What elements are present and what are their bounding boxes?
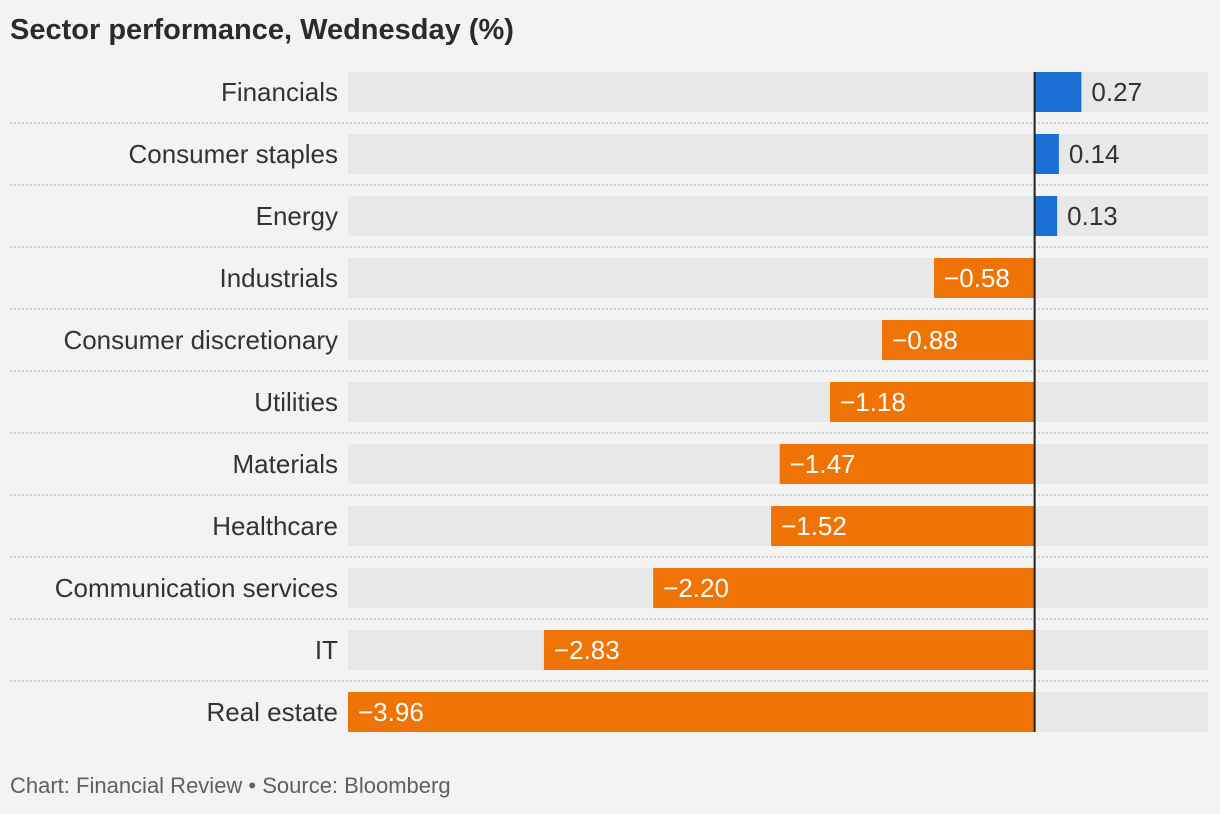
category-label-energy: Energy xyxy=(256,201,338,231)
value-label-consumer-discretionary: −0.88 xyxy=(892,325,958,355)
bar-it xyxy=(543,630,1035,670)
bars xyxy=(348,72,1082,732)
value-label-healthcare: −1.52 xyxy=(781,511,847,541)
value-label-materials: −1.47 xyxy=(790,449,856,479)
bar-industrials xyxy=(934,258,1035,298)
category-labels: Financials Consumer staples Energy Industri… xyxy=(55,77,338,727)
track-materials xyxy=(348,444,1208,484)
bar-communication-services xyxy=(653,568,1035,608)
category-label-it: IT xyxy=(315,635,338,665)
track-consumer-staples xyxy=(348,134,1208,174)
chart-footer: Chart: Financial Review • Source: Bloomb… xyxy=(10,773,451,798)
bar-financials xyxy=(1034,72,1082,112)
category-label-financials: Financials xyxy=(221,77,338,107)
value-label-real-estate: −3.96 xyxy=(358,697,424,727)
value-labels: 0.27 0.14 0.13 −0.58 −0.88 −1.18 −1.47 −1.52 −2.… xyxy=(358,77,1142,727)
category-label-utilities: Utilities xyxy=(254,387,338,417)
bar-real-estate xyxy=(348,692,1035,732)
category-label-consumer-staples: Consumer staples xyxy=(128,139,338,169)
bar-materials xyxy=(779,444,1035,484)
category-label-industrials: Industrials xyxy=(220,263,339,293)
bar-healthcare xyxy=(771,506,1035,546)
track-energy xyxy=(348,196,1208,236)
category-label-materials: Materials xyxy=(233,449,338,479)
value-label-financials: 0.27 xyxy=(1091,77,1142,107)
track-consumer-discretionary xyxy=(348,320,1208,360)
value-label-consumer-staples: 0.14 xyxy=(1069,139,1120,169)
category-label-communication-services: Communication services xyxy=(55,573,338,603)
track-utilities xyxy=(348,382,1208,422)
value-label-communication-services: −2.20 xyxy=(663,573,729,603)
bar-consumer-staples xyxy=(1034,134,1059,174)
category-label-consumer-discretionary: Consumer discretionary xyxy=(63,325,338,355)
bar-consumer-discretionary xyxy=(882,320,1035,360)
chart-title: Sector performance, Wednesday (%) xyxy=(10,14,514,46)
bar-utilities xyxy=(830,382,1035,422)
value-label-energy: 0.13 xyxy=(1067,201,1118,231)
track-industrials xyxy=(348,258,1208,298)
value-label-industrials: −0.58 xyxy=(944,263,1010,293)
value-label-utilities: −1.18 xyxy=(840,387,906,417)
bar-energy xyxy=(1034,196,1058,236)
category-label-real-estate: Real estate xyxy=(206,697,338,727)
value-label-it: −2.83 xyxy=(554,635,620,665)
category-label-healthcare: Healthcare xyxy=(212,511,338,541)
